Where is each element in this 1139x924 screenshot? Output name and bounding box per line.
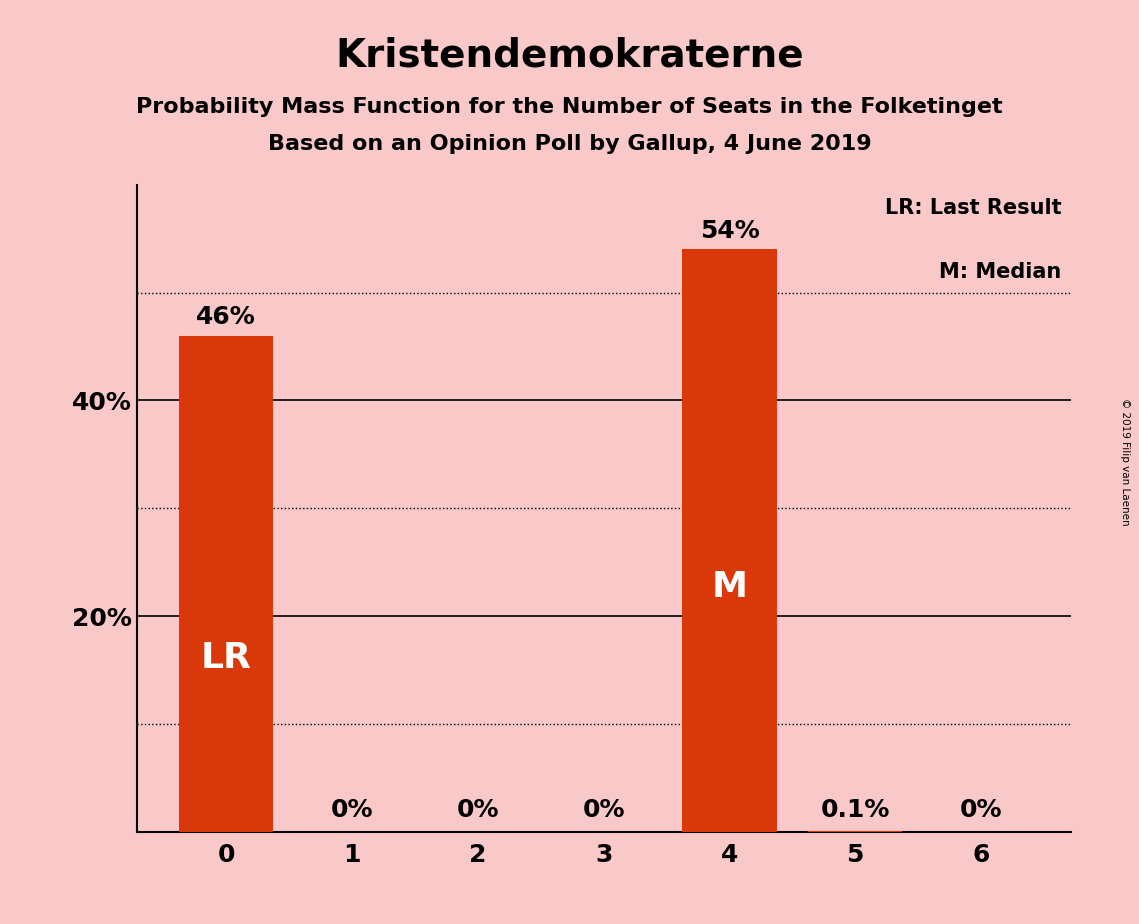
Text: 0%: 0% xyxy=(582,798,625,822)
Text: 0%: 0% xyxy=(457,798,499,822)
Bar xyxy=(808,831,902,832)
Text: Kristendemokraterne: Kristendemokraterne xyxy=(335,37,804,75)
Text: M: Median: M: Median xyxy=(939,262,1062,283)
Bar xyxy=(682,249,777,832)
Text: Probability Mass Function for the Number of Seats in the Folketinget: Probability Mass Function for the Number… xyxy=(137,97,1002,117)
Text: LR: LR xyxy=(200,641,252,675)
Text: LR: Last Result: LR: Last Result xyxy=(885,198,1062,218)
Text: Based on an Opinion Poll by Gallup, 4 June 2019: Based on an Opinion Poll by Gallup, 4 Ju… xyxy=(268,134,871,154)
Text: M: M xyxy=(712,570,747,604)
Text: 0%: 0% xyxy=(330,798,374,822)
Text: © 2019 Filip van Laenen: © 2019 Filip van Laenen xyxy=(1120,398,1130,526)
Bar xyxy=(179,335,273,832)
Text: 46%: 46% xyxy=(196,305,256,329)
Text: 54%: 54% xyxy=(699,219,760,243)
Text: 0.1%: 0.1% xyxy=(820,798,890,822)
Text: 0%: 0% xyxy=(960,798,1002,822)
